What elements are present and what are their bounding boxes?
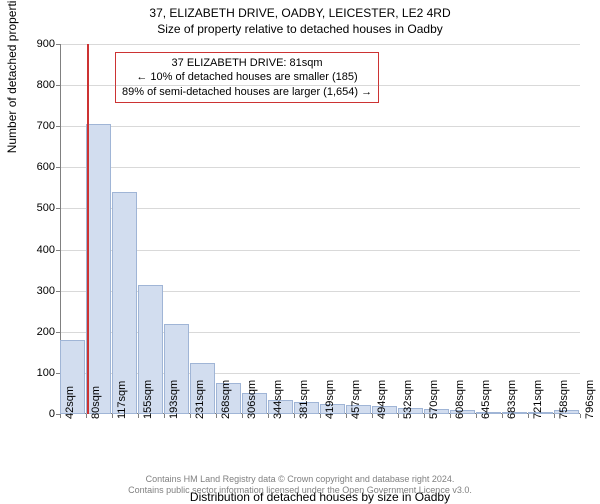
x-tick-label: 193sqm — [168, 380, 180, 419]
y-tick-label: 300 — [25, 285, 55, 297]
x-tick-mark — [242, 414, 243, 418]
x-tick-mark — [164, 414, 165, 418]
x-tick-mark — [112, 414, 113, 418]
grid-line — [60, 85, 580, 86]
x-tick-mark — [398, 414, 399, 418]
x-tick-mark — [190, 414, 191, 418]
y-tick-label: 400 — [25, 244, 55, 256]
x-tick-label: 570sqm — [428, 380, 440, 419]
x-tick-label: 117sqm — [116, 381, 128, 419]
x-tick-mark — [346, 414, 347, 418]
x-tick-mark — [60, 414, 61, 418]
x-tick-label: 645sqm — [480, 380, 492, 419]
x-tick-label: 457sqm — [350, 380, 362, 419]
x-tick-mark — [86, 414, 87, 418]
x-tick-mark — [216, 414, 217, 418]
x-tick-mark — [528, 414, 529, 418]
x-tick-label: 381sqm — [298, 380, 310, 419]
y-tick-label: 500 — [25, 202, 55, 214]
x-tick-label: 419sqm — [324, 380, 336, 419]
x-tick-label: 683sqm — [506, 380, 518, 419]
x-tick-label: 608sqm — [454, 380, 466, 419]
x-tick-label: 796sqm — [584, 380, 596, 419]
y-tick-label: 700 — [25, 120, 55, 132]
info-line-3: 89% of semi-detached houses are larger (… — [122, 85, 372, 99]
y-tick-mark — [56, 291, 60, 292]
y-tick-mark — [56, 126, 60, 127]
y-tick-label: 800 — [25, 79, 55, 91]
y-tick-mark — [56, 167, 60, 168]
x-tick-mark — [502, 414, 503, 418]
y-axis-label: Number of detached properties — [5, 0, 19, 153]
grid-line — [60, 167, 580, 168]
grid-line — [60, 126, 580, 127]
x-tick-mark — [554, 414, 555, 418]
info-box: 37 ELIZABETH DRIVE: 81sqm ← 10% of detac… — [115, 52, 379, 103]
footer: Contains HM Land Registry data © Crown c… — [0, 474, 600, 496]
grid-line — [60, 44, 580, 45]
x-tick-label: 80sqm — [90, 386, 102, 419]
x-tick-label: 344sqm — [272, 380, 284, 419]
info-line-1: 37 ELIZABETH DRIVE: 81sqm — [122, 56, 372, 70]
footer-line-2: Contains public sector information licen… — [0, 485, 600, 496]
y-tick-label: 100 — [25, 367, 55, 379]
grid-line — [60, 250, 580, 251]
x-tick-mark — [138, 414, 139, 418]
x-tick-mark — [294, 414, 295, 418]
x-tick-label: 306sqm — [246, 380, 258, 419]
histogram-bar — [86, 124, 111, 414]
y-tick-mark — [56, 332, 60, 333]
x-tick-label: 758sqm — [558, 380, 570, 419]
x-tick-label: 155sqm — [142, 380, 154, 419]
x-tick-mark — [476, 414, 477, 418]
x-tick-label: 494sqm — [376, 380, 388, 419]
x-tick-label: 268sqm — [220, 380, 232, 419]
x-tick-mark — [320, 414, 321, 418]
y-tick-mark — [56, 250, 60, 251]
y-tick-label: 600 — [25, 161, 55, 173]
footer-line-1: Contains HM Land Registry data © Crown c… — [0, 474, 600, 485]
x-tick-mark — [450, 414, 451, 418]
x-tick-mark — [372, 414, 373, 418]
x-tick-mark — [580, 414, 581, 418]
title-main: 37, ELIZABETH DRIVE, OADBY, LEICESTER, L… — [0, 0, 600, 20]
y-tick-label: 900 — [25, 38, 55, 50]
property-marker-line — [87, 44, 89, 414]
x-tick-label: 532sqm — [402, 380, 414, 419]
y-tick-mark — [56, 44, 60, 45]
chart-container: Number of detached properties Distributi… — [60, 44, 580, 414]
y-tick-label: 200 — [25, 326, 55, 338]
grid-line — [60, 208, 580, 209]
title-sub: Size of property relative to detached ho… — [0, 20, 600, 36]
x-tick-mark — [424, 414, 425, 418]
y-tick-mark — [56, 208, 60, 209]
x-tick-label: 231sqm — [194, 380, 206, 419]
x-tick-label: 42sqm — [64, 386, 76, 419]
y-tick-label: 0 — [25, 408, 55, 420]
y-tick-mark — [56, 85, 60, 86]
x-tick-mark — [268, 414, 269, 418]
info-line-2: ← 10% of detached houses are smaller (18… — [122, 70, 372, 84]
x-tick-label: 721sqm — [532, 380, 544, 419]
